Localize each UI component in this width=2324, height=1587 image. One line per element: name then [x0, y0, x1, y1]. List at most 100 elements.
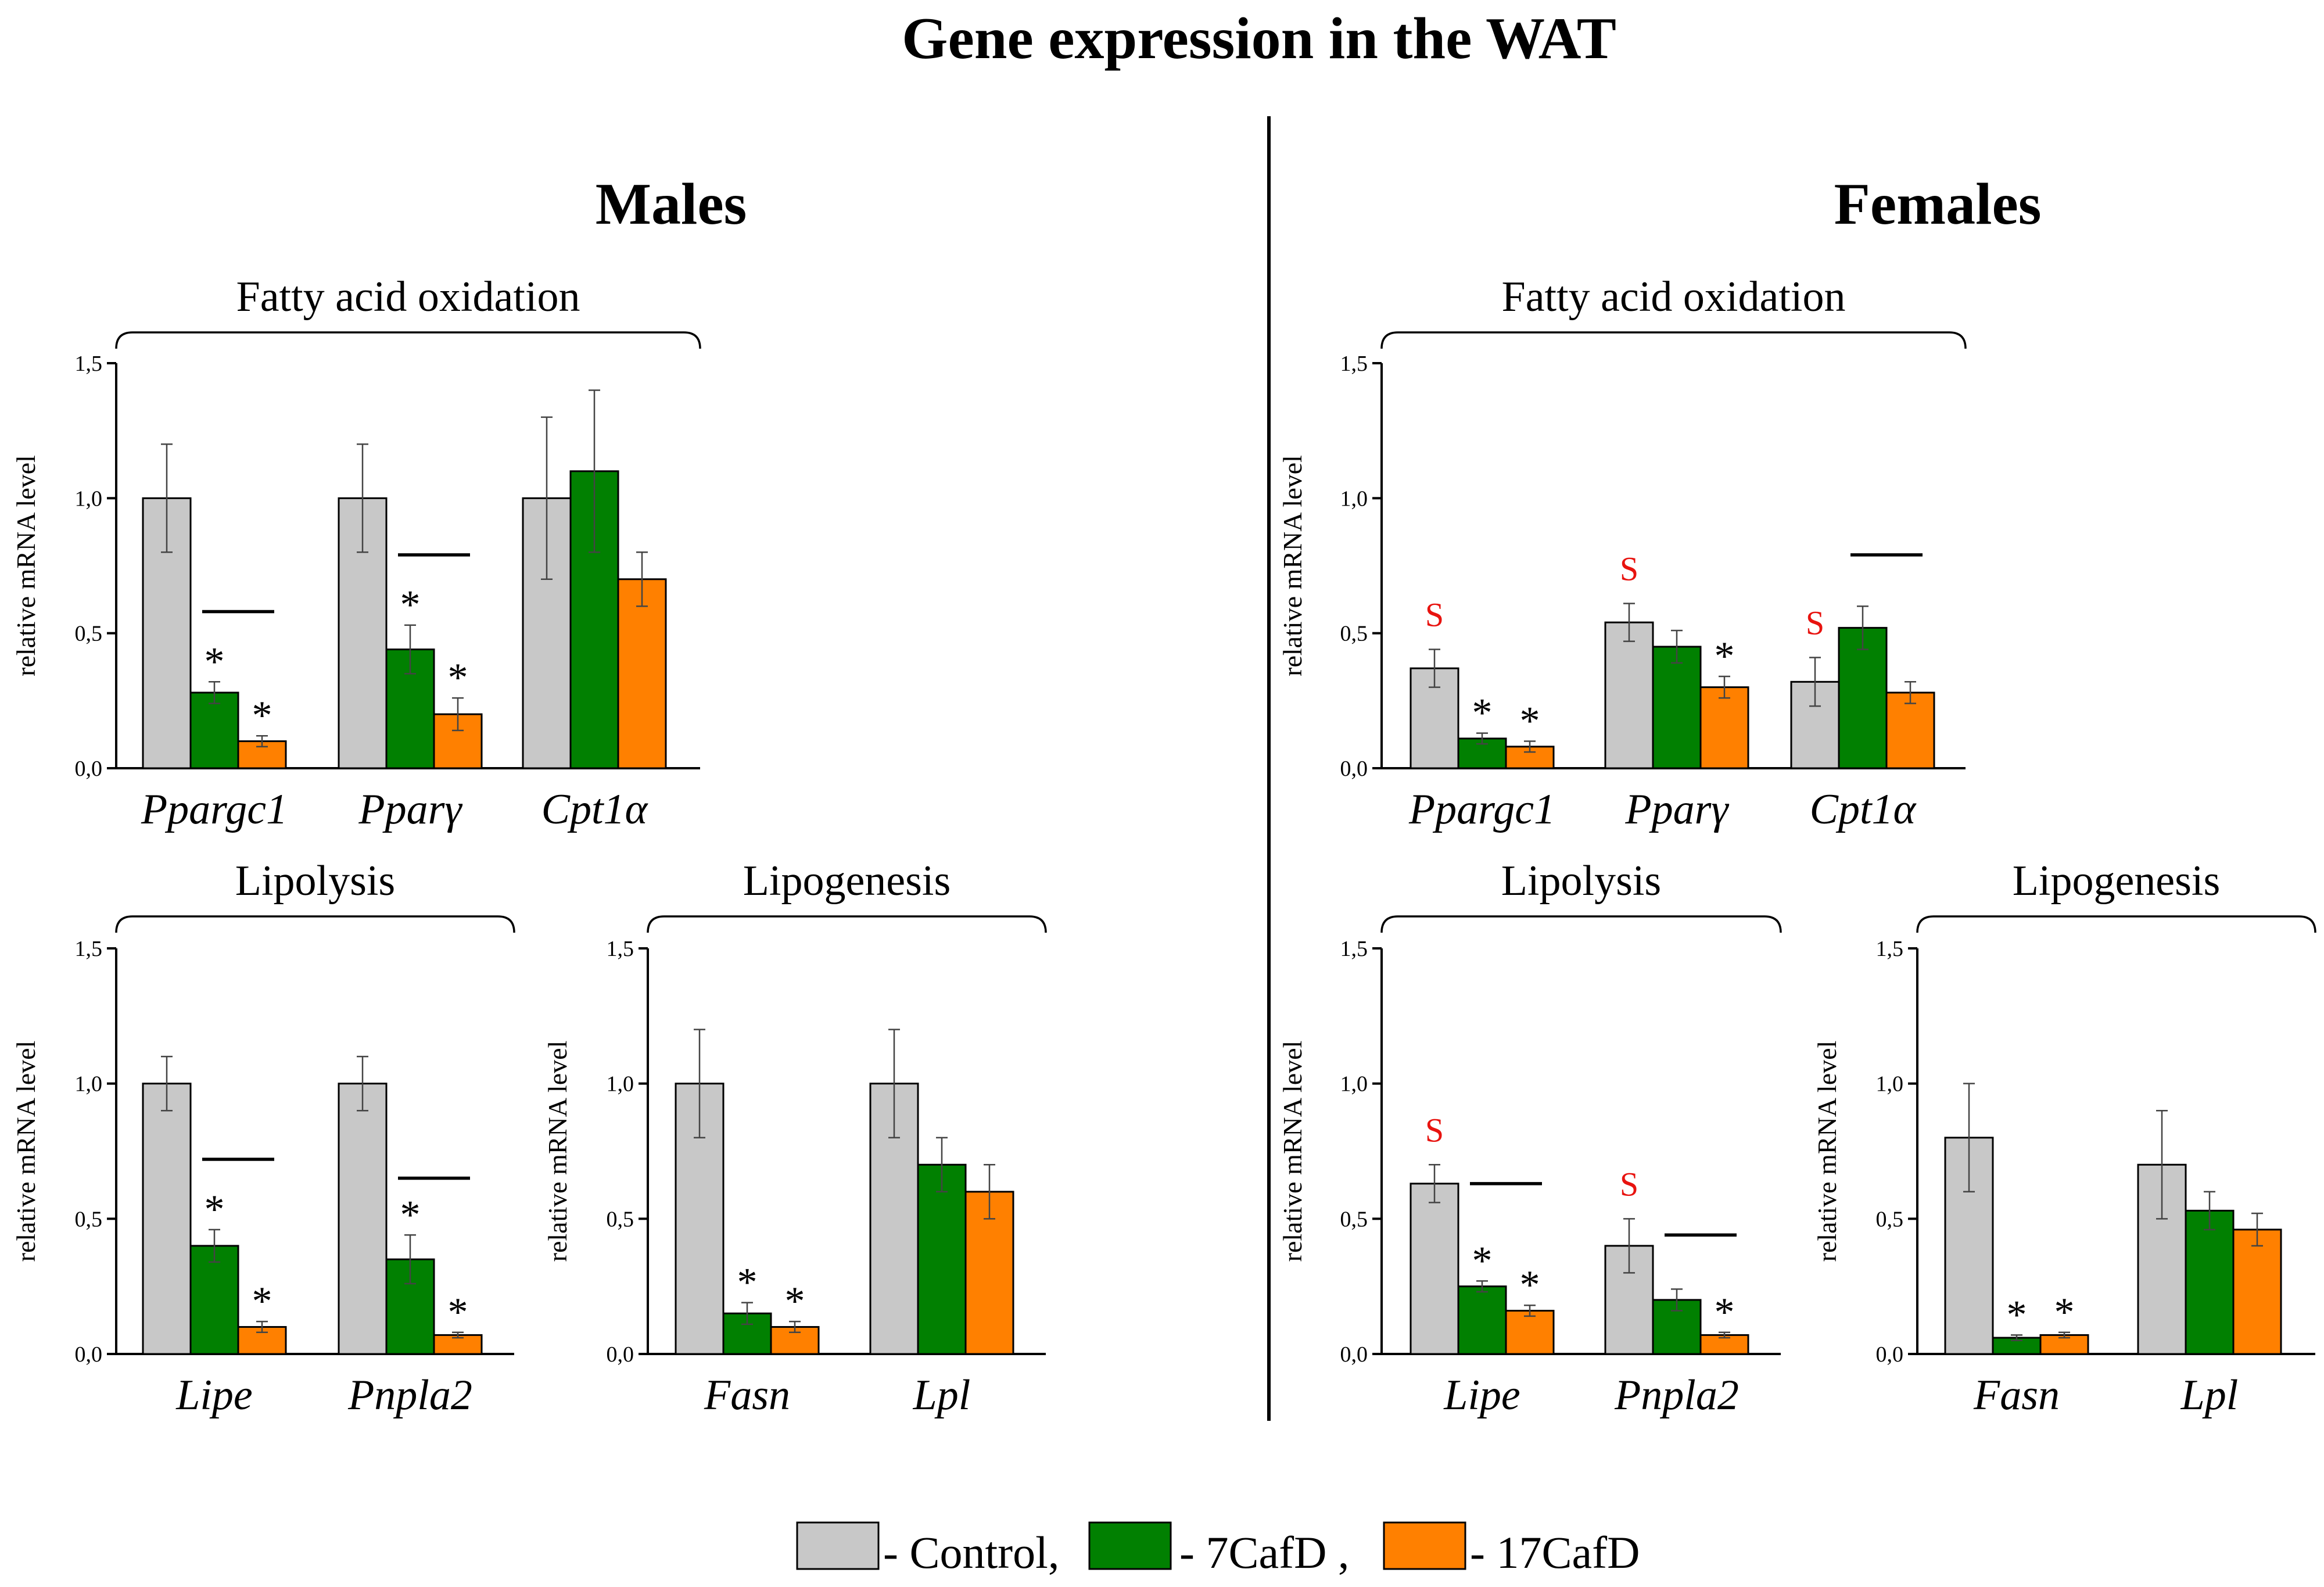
significance-star: * [252, 1279, 272, 1324]
bar-Control-Pparγ [1604, 621, 1654, 769]
error-bar [589, 389, 600, 553]
category-label: Fasn [1973, 1371, 2060, 1419]
y-axis-label: relative mRNA level [11, 455, 41, 676]
bar-7CafD-Lpl [2185, 1209, 2235, 1355]
category-label: Fasn [704, 1371, 790, 1419]
error-bar [1719, 675, 1730, 699]
error-bar [209, 681, 220, 704]
y-tick-label: 1,5 [607, 937, 634, 961]
chart-panel-males-lipolysis: Lipolysis 0,0 0,5 1,0 1,5 relative mRNA level… [11, 857, 515, 1419]
error-bar [256, 735, 268, 748]
chart-panel-males-fao: Fatty acid oxidation 0,0 0,5 1,0 1,5 relative… [11, 273, 701, 833]
category-label: Lpl [913, 1371, 971, 1419]
y-tick-label: 0,0 [1340, 757, 1368, 781]
y-tick-label: 1,0 [75, 486, 103, 511]
significance-star: * [1715, 634, 1735, 679]
bar-17CafD-Cpt1α [1885, 692, 1935, 769]
error-bar [357, 443, 368, 553]
group-label: Lipogenesis [743, 857, 951, 905]
bar-7CafD-Lpl [917, 1163, 967, 1355]
error-bar [1963, 1083, 1975, 1193]
legend-swatch-7CafD [1088, 1521, 1172, 1570]
significance-star: * [252, 693, 272, 738]
significance-star: * [448, 1290, 468, 1335]
sex-difference-marker: S [1620, 550, 1638, 588]
error-bar [1857, 605, 1868, 650]
significance-star: * [2007, 1292, 2027, 1337]
error-bar [209, 1228, 220, 1263]
group-label: Lipolysis [1501, 857, 1661, 905]
significance-star: * [205, 1187, 225, 1232]
bar-7CafD-Cpt1α [1838, 626, 1888, 769]
chart-panel-females-lipogenesis: Lipogenesis 0,0 0,5 1,0 1,5 relative mRNA lev… [1812, 857, 2316, 1419]
group-label: Lipolysis [235, 857, 395, 905]
error-bar [741, 1302, 753, 1326]
error-bar [1623, 1218, 1635, 1274]
legend-label-7CafD: - 7CafD , [1179, 1527, 1349, 1578]
error-bar [161, 1055, 173, 1112]
group-brace [1380, 331, 1967, 349]
y-tick-label: 1,5 [1340, 352, 1368, 376]
bar-7CafD-Lipe [1457, 1285, 1507, 1355]
significance-star: * [737, 1260, 758, 1305]
sex-difference-marker: S [1806, 604, 1824, 642]
category-label: Pnpla2 [1614, 1371, 1739, 1419]
y-tick-label: 0,5 [1340, 622, 1368, 646]
error-bar [694, 1029, 705, 1138]
category-label: Cpt1α [541, 786, 649, 833]
group-brace [647, 915, 1047, 933]
error-bar [636, 551, 648, 607]
significance-star: * [1520, 699, 1540, 744]
group-brace [115, 331, 701, 349]
error-bar [2011, 1334, 2022, 1341]
y-tick-label: 1,0 [607, 1072, 634, 1097]
y-tick-label: 1,0 [75, 1072, 103, 1097]
category-label: Ppargc1 [141, 786, 288, 833]
category-label: Pnpla2 [347, 1371, 472, 1419]
y-tick-label: 0,0 [607, 1342, 634, 1367]
category-label: Pparγ [1624, 786, 1729, 833]
error-bar [404, 1234, 416, 1285]
error-bar [1524, 740, 1536, 753]
y-tick-label: 0,0 [75, 757, 103, 781]
legend-label-Control: - Control, [883, 1527, 1059, 1578]
bar-17CafD-Lipe [1505, 1310, 1555, 1355]
error-bar [2058, 1331, 2070, 1339]
y-tick-label: 0,5 [75, 1207, 103, 1231]
y-tick-label: 0,0 [1340, 1342, 1368, 1367]
bar-Control-Lipe [1410, 1183, 1459, 1355]
significance-star: * [785, 1279, 805, 1324]
chart-panels: Fatty acid oxidation 0,0 0,5 1,0 1,5 relative… [11, 273, 2316, 1419]
y-tick-label: 0,5 [1876, 1207, 1904, 1231]
error-bar [789, 1320, 801, 1334]
y-tick-label: 1,0 [1340, 486, 1368, 511]
significance-star: * [205, 639, 225, 684]
error-bar [1429, 649, 1440, 688]
significance-star: * [1715, 1290, 1735, 1335]
figure-title: Gene expression in the WAT [902, 6, 1616, 71]
error-bar [404, 624, 416, 675]
bar-Control-Pnpla2 [338, 1083, 388, 1355]
error-bar [452, 1331, 464, 1339]
group-label: Lipogenesis [2013, 857, 2221, 905]
legend-swatch-17CafD [1383, 1521, 1466, 1570]
significance-star: * [1472, 1238, 1493, 1283]
error-bar [1671, 1288, 1683, 1312]
group-brace [1380, 915, 1782, 933]
error-bar [1476, 732, 1488, 745]
error-bar [2156, 1109, 2168, 1220]
significance-star: * [1520, 1263, 1540, 1307]
y-tick-label: 0,0 [75, 1342, 103, 1367]
error-bar [984, 1164, 995, 1220]
significance-star: * [400, 583, 421, 628]
y-tick-label: 0,5 [75, 622, 103, 646]
bar-Control-Lipe [142, 1083, 192, 1355]
error-bar [1905, 681, 1916, 704]
sex-difference-marker: S [1425, 596, 1444, 634]
y-tick-label: 0,5 [607, 1207, 634, 1231]
category-label: Ppargc1 [1408, 786, 1555, 833]
error-bar [161, 443, 173, 553]
bar-17CafD-Pparγ [1699, 686, 1749, 769]
legend-label-17CafD: - 17CafD [1470, 1527, 1640, 1578]
